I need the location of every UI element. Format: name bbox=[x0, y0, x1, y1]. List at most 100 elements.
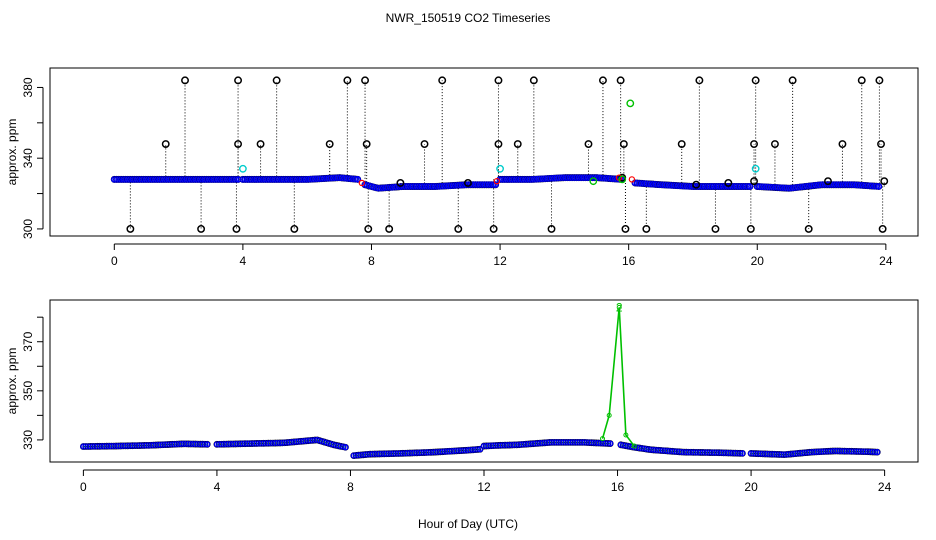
outlier-point bbox=[770, 140, 779, 148]
x-tick-label: 24 bbox=[879, 254, 893, 268]
y-tick-label: 370 bbox=[21, 331, 35, 351]
outlier-point bbox=[513, 140, 522, 148]
main-point bbox=[476, 446, 484, 453]
x-axis-label: Hour of Day (UTC) bbox=[418, 517, 518, 531]
bottom-panel-plot: 2 bbox=[79, 300, 881, 460]
spike-series-line bbox=[601, 307, 635, 447]
outlier-point bbox=[361, 76, 370, 85]
outlier-point bbox=[677, 140, 686, 148]
outlier-point bbox=[489, 224, 498, 233]
outlier-point bbox=[724, 178, 733, 187]
main-point bbox=[342, 444, 349, 451]
outlier-point bbox=[161, 140, 170, 148]
green-point bbox=[589, 177, 598, 186]
y-tick-label: 340 bbox=[21, 148, 35, 168]
outlier-point bbox=[598, 76, 607, 85]
cyan-point bbox=[751, 164, 760, 173]
outlier-point bbox=[875, 76, 884, 85]
red-point bbox=[358, 179, 366, 187]
outlier-point bbox=[838, 140, 847, 148]
main-point bbox=[607, 440, 614, 447]
top-panel-ylabel: approx. ppm bbox=[5, 119, 19, 186]
cyan-point bbox=[238, 164, 247, 173]
outlier-point bbox=[824, 177, 832, 186]
outlier-point bbox=[197, 224, 206, 233]
red-point bbox=[628, 176, 636, 183]
outlier-point bbox=[126, 224, 135, 233]
spike-point bbox=[606, 412, 612, 418]
outlier-point bbox=[584, 140, 593, 148]
x-tick-label: 16 bbox=[622, 254, 636, 268]
main-point bbox=[746, 183, 754, 190]
x-tick-label: 12 bbox=[477, 480, 491, 494]
spike-point bbox=[600, 436, 606, 442]
outlier-point bbox=[621, 224, 630, 233]
x-tick-label: 0 bbox=[111, 254, 118, 268]
main-point bbox=[492, 181, 499, 189]
x-tick-label: 20 bbox=[744, 480, 758, 494]
y-tick-label: 300 bbox=[21, 219, 35, 239]
outlier-point bbox=[494, 76, 503, 85]
outlier-point bbox=[234, 76, 243, 85]
spike-point bbox=[616, 304, 622, 310]
outlier-point bbox=[695, 76, 704, 85]
outlier-point bbox=[746, 224, 755, 233]
outlier-point bbox=[343, 76, 352, 85]
outlier-point bbox=[272, 76, 281, 85]
main-point bbox=[204, 441, 211, 448]
outlier-point bbox=[290, 224, 299, 233]
top-panel-frame bbox=[49, 67, 919, 237]
x-tick-label: 20 bbox=[751, 254, 765, 268]
outlier-point bbox=[256, 140, 265, 148]
outlier-point bbox=[616, 76, 625, 85]
outlier-point bbox=[750, 140, 758, 148]
outlier-point bbox=[878, 224, 887, 233]
cyan-point bbox=[496, 164, 504, 173]
outlier-point bbox=[711, 224, 720, 233]
outlier-point bbox=[642, 224, 651, 233]
spike-point bbox=[623, 432, 629, 438]
outlier-point bbox=[529, 76, 538, 85]
outlier-point bbox=[181, 76, 189, 85]
outlier-point bbox=[804, 224, 813, 233]
outlier-point bbox=[619, 140, 628, 148]
x-tick-label: 24 bbox=[878, 480, 892, 494]
outlier-point bbox=[751, 76, 760, 85]
outlier-point bbox=[463, 178, 472, 187]
x-tick-label: 0 bbox=[80, 480, 87, 494]
bottom-panel-axes: 0 4 8 12 16 20 24 330 350 370 bbox=[21, 316, 892, 494]
outlier-point bbox=[494, 140, 503, 148]
y-tick-label: 380 bbox=[21, 77, 35, 97]
outlier-point bbox=[362, 140, 371, 148]
outlier-point bbox=[396, 178, 405, 187]
outlier-point bbox=[692, 180, 701, 189]
y-tick-label: 330 bbox=[21, 430, 35, 450]
bottom-panel-ylabel: approx. ppm bbox=[5, 348, 19, 415]
x-tick-label: 8 bbox=[368, 254, 375, 268]
x-tick-label: 12 bbox=[493, 254, 507, 268]
outlier-point bbox=[880, 177, 889, 186]
top-panel-axes: 0 4 8 12 16 20 24 300 340 380 bbox=[21, 77, 893, 268]
red-point bbox=[493, 177, 501, 185]
main-point bbox=[354, 176, 361, 183]
main-point bbox=[875, 183, 883, 190]
outlier-point bbox=[547, 224, 556, 233]
outlier-point bbox=[788, 76, 797, 85]
outlier-point bbox=[385, 224, 394, 233]
spike-point bbox=[631, 443, 637, 449]
x-tick-label: 16 bbox=[611, 480, 625, 494]
outlier-point bbox=[438, 76, 447, 85]
outlier-point bbox=[750, 177, 758, 186]
outlier-point bbox=[325, 140, 334, 148]
chart-title: NWR_150519 CO2 Timeseries bbox=[386, 11, 551, 25]
main-point bbox=[739, 450, 746, 457]
outlier-point bbox=[454, 224, 463, 233]
top-panel-plot bbox=[110, 76, 889, 233]
x-tick-label: 8 bbox=[347, 480, 354, 494]
x-tick-label: 4 bbox=[214, 480, 221, 494]
green-point bbox=[626, 99, 635, 108]
green-point bbox=[618, 175, 627, 184]
outlier-point bbox=[234, 140, 243, 148]
